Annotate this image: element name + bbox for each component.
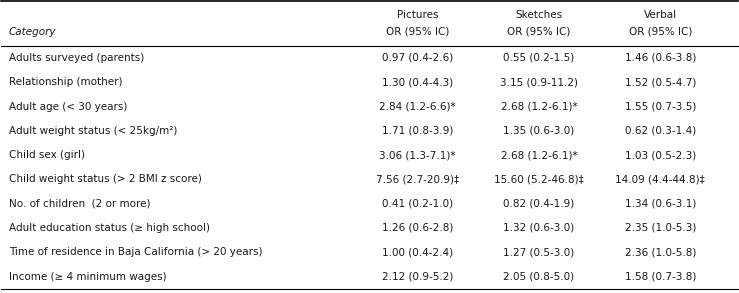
Text: 0.82 (0.4-1.9): 0.82 (0.4-1.9) [503,199,574,209]
Text: Relationship (mother): Relationship (mother) [9,77,122,87]
Text: Pictures: Pictures [397,10,438,20]
Text: 1.27 (0.5-3.0): 1.27 (0.5-3.0) [503,247,574,257]
Text: 2.05 (0.8-5.0): 2.05 (0.8-5.0) [503,272,574,282]
Text: 14.09 (4.4-44.8)‡: 14.09 (4.4-44.8)‡ [616,174,705,184]
Text: 1.26 (0.6-2.8): 1.26 (0.6-2.8) [381,223,453,233]
Text: 2.35 (1.0-5.3): 2.35 (1.0-5.3) [624,223,696,233]
Text: 0.41 (0.2-1.0): 0.41 (0.2-1.0) [382,199,453,209]
Text: 2.36 (1.0-5.8): 2.36 (1.0-5.8) [624,247,696,257]
Text: 2.12 (0.9-5.2): 2.12 (0.9-5.2) [381,272,453,282]
Text: OR (95% IC): OR (95% IC) [629,27,692,37]
Text: No. of children  (2 or more): No. of children (2 or more) [9,199,150,209]
Text: Adult education status (≥ high school): Adult education status (≥ high school) [9,223,210,233]
Text: 3.06 (1.3-7.1)*: 3.06 (1.3-7.1)* [379,150,456,160]
Text: 1.46 (0.6-3.8): 1.46 (0.6-3.8) [624,53,696,63]
Text: OR (95% IC): OR (95% IC) [386,27,449,37]
Text: 1.58 (0.7-3.8): 1.58 (0.7-3.8) [624,272,696,282]
Text: 1.71 (0.8-3.9): 1.71 (0.8-3.9) [381,126,453,136]
Text: 1.03 (0.5-2.3): 1.03 (0.5-2.3) [624,150,696,160]
Text: Verbal: Verbal [644,10,677,20]
Text: 0.62 (0.3-1.4): 0.62 (0.3-1.4) [624,126,696,136]
Text: 15.60 (5.2-46.8)‡: 15.60 (5.2-46.8)‡ [494,174,584,184]
Text: Child weight status (> 2 BMI z score): Child weight status (> 2 BMI z score) [9,174,202,184]
Text: 0.97 (0.4-2.6): 0.97 (0.4-2.6) [382,53,453,63]
Text: 2.68 (1.2-6.1)*: 2.68 (1.2-6.1)* [500,150,577,160]
Text: Adult age (< 30 years): Adult age (< 30 years) [9,101,127,112]
Text: Category: Category [9,27,56,37]
Text: Adult weight status (< 25kg/m²): Adult weight status (< 25kg/m²) [9,126,177,136]
Text: 7.56 (2.7-20.9)‡: 7.56 (2.7-20.9)‡ [376,174,459,184]
Text: OR (95% IC): OR (95% IC) [507,27,571,37]
Text: 2.84 (1.2-6.6)*: 2.84 (1.2-6.6)* [379,101,456,112]
Text: 2.68 (1.2-6.1)*: 2.68 (1.2-6.1)* [500,101,577,112]
Text: 3.15 (0.9-11.2): 3.15 (0.9-11.2) [500,77,578,87]
Text: 1.30 (0.4-4.3): 1.30 (0.4-4.3) [382,77,453,87]
Text: 1.55 (0.7-3.5): 1.55 (0.7-3.5) [624,101,696,112]
Text: Sketches: Sketches [515,10,562,20]
Text: 1.35 (0.6-3.0): 1.35 (0.6-3.0) [503,126,574,136]
Text: 1.34 (0.6-3.1): 1.34 (0.6-3.1) [624,199,696,209]
Text: Adults surveyed (parents): Adults surveyed (parents) [9,53,144,63]
Text: Time of residence in Baja California (> 20 years): Time of residence in Baja California (> … [9,247,262,257]
Text: 1.32 (0.6-3.0): 1.32 (0.6-3.0) [503,223,574,233]
Text: Income (≥ 4 minimum wages): Income (≥ 4 minimum wages) [9,272,166,282]
Text: 0.55 (0.2-1.5): 0.55 (0.2-1.5) [503,53,574,63]
Text: 1.00 (0.4-2.4): 1.00 (0.4-2.4) [382,247,453,257]
Text: 1.52 (0.5-4.7): 1.52 (0.5-4.7) [624,77,696,87]
Text: Child sex (girl): Child sex (girl) [9,150,85,160]
